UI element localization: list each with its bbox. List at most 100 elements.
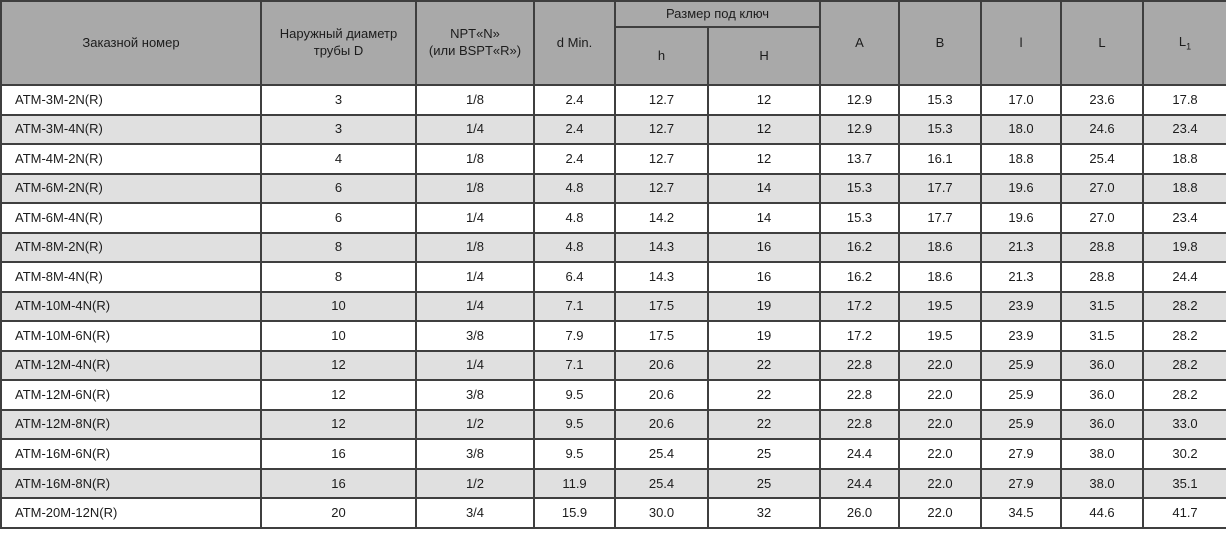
header-thread-size-line1: NPT«N»: [450, 26, 500, 42]
cell-L1: 18.8: [1142, 172, 1226, 205]
cell-wrench-H: 22: [706, 349, 822, 382]
cell-L: 24.6: [1060, 113, 1145, 146]
header-thread-size: NPT«N» (или BSPT«R»): [415, 0, 535, 86]
cell-l: 19.6: [980, 172, 1063, 205]
cell-wrench-h: 12.7: [614, 172, 709, 205]
cell-thread-size: 1/4: [415, 202, 535, 234]
cell-tube-outer-diameter: 16: [260, 467, 417, 500]
cell-A: 17.2: [819, 290, 901, 323]
table-row: ATM-16M-8N(R) 16 1/2 11.9 25.4 25 24.4 22.0 27.9…: [0, 467, 1226, 500]
cell-B: 22.0: [898, 349, 983, 382]
cell-thread-size: 3/8: [415, 438, 535, 470]
cell-L: 28.8: [1060, 231, 1145, 264]
cell-B: 22.0: [898, 467, 983, 500]
cell-A: 22.8: [819, 349, 901, 382]
cell-order-number: ATM-16M-8N(R): [0, 467, 262, 500]
cell-A: 24.4: [819, 438, 901, 470]
cell-L: 27.0: [1060, 172, 1145, 205]
cell-wrench-H: 22: [706, 408, 822, 441]
header-L1: L1: [1142, 0, 1226, 86]
cell-thread-size: 1/8: [415, 84, 535, 116]
header-L1-subscript: 1: [1186, 41, 1192, 52]
cell-l: 18.8: [980, 143, 1063, 175]
cell-L: 23.6: [1060, 84, 1145, 116]
cell-l: 21.3: [980, 261, 1063, 293]
cell-L: 25.4: [1060, 143, 1145, 175]
cell-order-number: ATM-12M-6N(R): [0, 379, 262, 411]
cell-L1: 28.2: [1142, 379, 1226, 411]
table-row: ATM-6M-2N(R) 6 1/8 4.8 12.7 14 15.3 17.7 19.6 27.…: [0, 172, 1226, 205]
cell-thread-size: 1/8: [415, 172, 535, 205]
cell-d-min: 4.8: [533, 172, 616, 205]
cell-A: 26.0: [819, 497, 901, 529]
cell-L: 28.8: [1060, 261, 1145, 293]
header-thread-size-line2: (или BSPT«R»): [428, 43, 522, 58]
cell-d-min: 2.4: [533, 113, 616, 146]
cell-A: 12.9: [819, 113, 901, 146]
cell-tube-outer-diameter: 3: [260, 84, 417, 116]
cell-L1: 30.2: [1142, 438, 1226, 470]
cell-B: 18.6: [898, 261, 983, 293]
cell-l: 23.9: [980, 290, 1063, 323]
cell-wrench-h: 25.4: [614, 467, 709, 500]
table-row: ATM-6M-4N(R) 6 1/4 4.8 14.2 14 15.3 17.7 19.6 27.…: [0, 202, 1226, 234]
table-header: Заказной номер Наружный диаметр трубы D …: [0, 0, 1226, 86]
header-wrench-H: H: [706, 26, 822, 86]
header-order-number: Заказной номер: [0, 0, 262, 86]
cell-tube-outer-diameter: 10: [260, 320, 417, 352]
cell-tube-outer-diameter: 8: [260, 261, 417, 293]
cell-l: 27.9: [980, 438, 1063, 470]
cell-A: 24.4: [819, 467, 901, 500]
cell-thread-size: 1/8: [415, 231, 535, 264]
cell-L1: 35.1: [1142, 467, 1226, 500]
cell-tube-outer-diameter: 8: [260, 231, 417, 264]
cell-d-min: 2.4: [533, 143, 616, 175]
cell-L1: 28.2: [1142, 320, 1226, 352]
cell-L: 38.0: [1060, 438, 1145, 470]
cell-wrench-H: 25: [706, 438, 822, 470]
cell-d-min: 2.4: [533, 84, 616, 116]
table-row: ATM-12M-6N(R) 12 3/8 9.5 20.6 22 22.8 22.0 25.9 3…: [0, 379, 1226, 411]
cell-order-number: ATM-3M-2N(R): [0, 84, 262, 116]
cell-thread-size: 1/4: [415, 290, 535, 323]
cell-wrench-h: 20.6: [614, 379, 709, 411]
cell-wrench-H: 12: [706, 84, 822, 116]
cell-B: 16.1: [898, 143, 983, 175]
cell-order-number: ATM-12M-4N(R): [0, 349, 262, 382]
cell-l: 25.9: [980, 408, 1063, 441]
table-row: ATM-3M-4N(R) 3 1/4 2.4 12.7 12 12.9 15.3 18.0 24.…: [0, 113, 1226, 146]
cell-l: 23.9: [980, 320, 1063, 352]
cell-d-min: 6.4: [533, 261, 616, 293]
cell-tube-outer-diameter: 12: [260, 379, 417, 411]
table-row: ATM-12M-4N(R) 12 1/4 7.1 20.6 22 22.8 22.0 25.9 3…: [0, 349, 1226, 382]
table-row: ATM-12M-8N(R) 12 1/2 9.5 20.6 22 22.8 22.0 25.9 3…: [0, 408, 1226, 441]
cell-d-min: 9.5: [533, 438, 616, 470]
cell-tube-outer-diameter: 6: [260, 202, 417, 234]
cell-l: 34.5: [980, 497, 1063, 529]
cell-wrench-h: 14.3: [614, 231, 709, 264]
cell-tube-outer-diameter: 12: [260, 349, 417, 382]
cell-A: 13.7: [819, 143, 901, 175]
cell-l: 25.9: [980, 379, 1063, 411]
cell-thread-size: 3/8: [415, 379, 535, 411]
header-d-min: d Min.: [533, 0, 616, 86]
cell-tube-outer-diameter: 10: [260, 290, 417, 323]
cell-d-min: 15.9: [533, 497, 616, 529]
table-row: ATM-10M-4N(R) 10 1/4 7.1 17.5 19 17.2 19.5 23.9 3…: [0, 290, 1226, 323]
cell-d-min: 7.1: [533, 290, 616, 323]
cell-order-number: ATM-6M-4N(R): [0, 202, 262, 234]
header-L1-base: L: [1178, 33, 1187, 49]
cell-L1: 23.4: [1142, 202, 1226, 234]
table-row: ATM-8M-4N(R) 8 1/4 6.4 14.3 16 16.2 18.6 21.3 28.…: [0, 261, 1226, 293]
cell-A: 22.8: [819, 379, 901, 411]
cell-L: 36.0: [1060, 349, 1145, 382]
cell-thread-size: 1/2: [415, 467, 535, 500]
cell-l: 19.6: [980, 202, 1063, 234]
header-tube-outer-diameter-line1: Наружный диаметр: [279, 26, 398, 42]
cell-B: 15.3: [898, 113, 983, 146]
table-body: ATM-3M-2N(R) 3 1/8 2.4 12.7 12 12.9 15.3 17.0 23.…: [0, 84, 1226, 529]
cell-L1: 28.2: [1142, 290, 1226, 323]
cell-d-min: 9.5: [533, 379, 616, 411]
table-row: ATM-3M-2N(R) 3 1/8 2.4 12.7 12 12.9 15.3 17.0 23.…: [0, 84, 1226, 116]
cell-thread-size: 3/8: [415, 320, 535, 352]
